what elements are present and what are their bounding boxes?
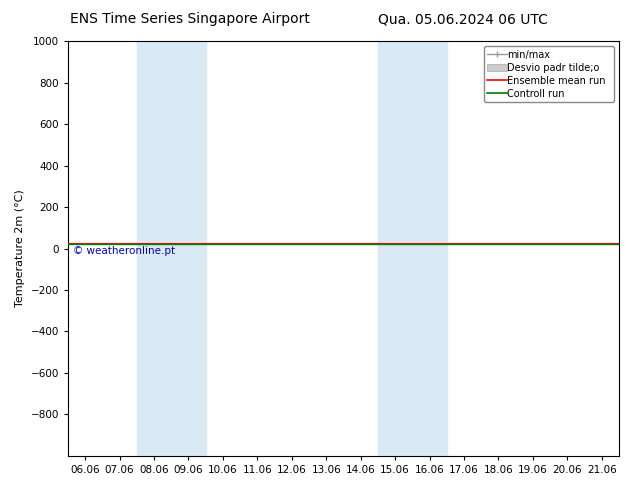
Bar xyxy=(378,41,447,456)
Text: Qua. 05.06.2024 06 UTC: Qua. 05.06.2024 06 UTC xyxy=(378,12,548,26)
Bar xyxy=(137,41,205,456)
Text: © weatheronline.pt: © weatheronline.pt xyxy=(74,246,176,256)
Text: ENS Time Series Singapore Airport: ENS Time Series Singapore Airport xyxy=(70,12,310,26)
Legend: min/max, Desvio padr tilde;o, Ensemble mean run, Controll run: min/max, Desvio padr tilde;o, Ensemble m… xyxy=(484,46,614,102)
Y-axis label: Temperature 2m (°C): Temperature 2m (°C) xyxy=(15,190,25,307)
